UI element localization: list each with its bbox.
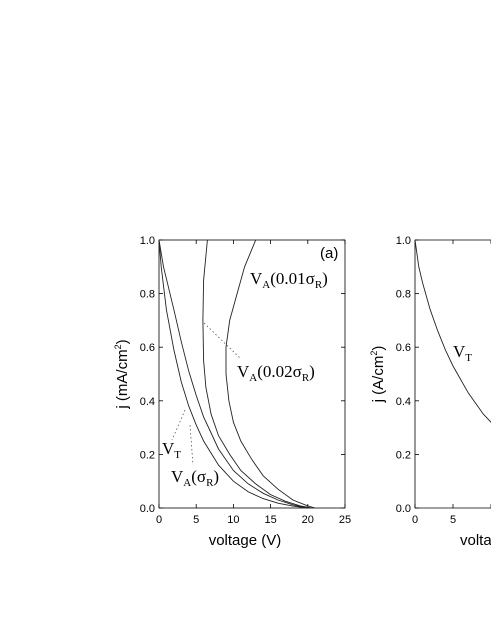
leader-vt [171,409,186,441]
x-tick-label: 5 [450,514,456,526]
leader-vasr [189,424,194,466]
panel-b-xlabel-partial: volta [460,532,491,549]
panel-b-ylabel-end: ) [370,346,387,351]
panel-a-label: (a) [320,245,338,262]
panel-a-ylabel: j (mA/cm2) [113,339,131,409]
x-tick-label: 20 [302,514,314,526]
y-tick-label: 0.4 [140,396,155,408]
panel-b-frame [414,239,491,509]
y-tick-label: 0.2 [396,449,411,461]
y-tick-label: 0.6 [396,342,411,354]
x-tick-label: 5 [193,514,199,526]
panel-b-ylabel-sup: 2 [369,351,379,356]
x-tick-label: 0 [156,514,162,526]
panel-a-ylabel-sup: 2 [113,344,123,349]
panel-b-ylabel-main: j (A/cm [370,356,387,404]
series-line-4 [225,239,316,509]
annotation-va-002: VA(0.02σR) [237,362,315,384]
y-tick-label: 0.0 [140,503,155,515]
panel-a-frame [158,239,346,509]
y-tick-label: 0.2 [140,449,155,461]
y-tick-label: 0.0 [396,503,411,515]
x-tick-label: 0 [412,514,418,526]
annotation-va-001: VA(0.01σR) [250,269,328,291]
annotation-va-sr: VA(σR) [171,467,219,489]
panel-b-curves [414,239,491,423]
panel-b-ticks: 0.00.20.40.60.81.0051 [396,235,491,526]
y-tick-label: 0.4 [396,396,411,408]
panel-a-ylabel-main: j (mA/cm [114,349,131,409]
x-tick-label: 25 [339,514,351,526]
series-line-1 [158,239,308,509]
panel-a-ticks: 0 5 10 15 20 25 0.0 0.2 0.4 0.6 0.8 1.0 [140,235,351,526]
y-tick-label: 1.0 [396,235,411,247]
leader-va002 [203,322,241,359]
x-tick-label: 15 [264,514,276,526]
panel-b-ylabel: j (A/cm2) [369,346,387,404]
panel-a-ylabel-end: ) [114,339,131,344]
annotation-vt-panel-b: VT [453,342,472,364]
panel-a-curves [158,239,316,509]
series-line-2 [158,239,308,509]
series-line-b-1 [414,239,491,423]
panel-a-xlabel: voltage (V) [209,532,282,549]
y-tick-label: 0.8 [396,289,411,301]
y-tick-label: 0.6 [140,342,155,354]
annotation-vt: VT [162,439,181,461]
y-tick-label: 0.8 [140,289,155,301]
y-tick-label: 1.0 [140,235,155,247]
x-tick-label: 10 [227,514,239,526]
series-line-3 [202,239,312,509]
